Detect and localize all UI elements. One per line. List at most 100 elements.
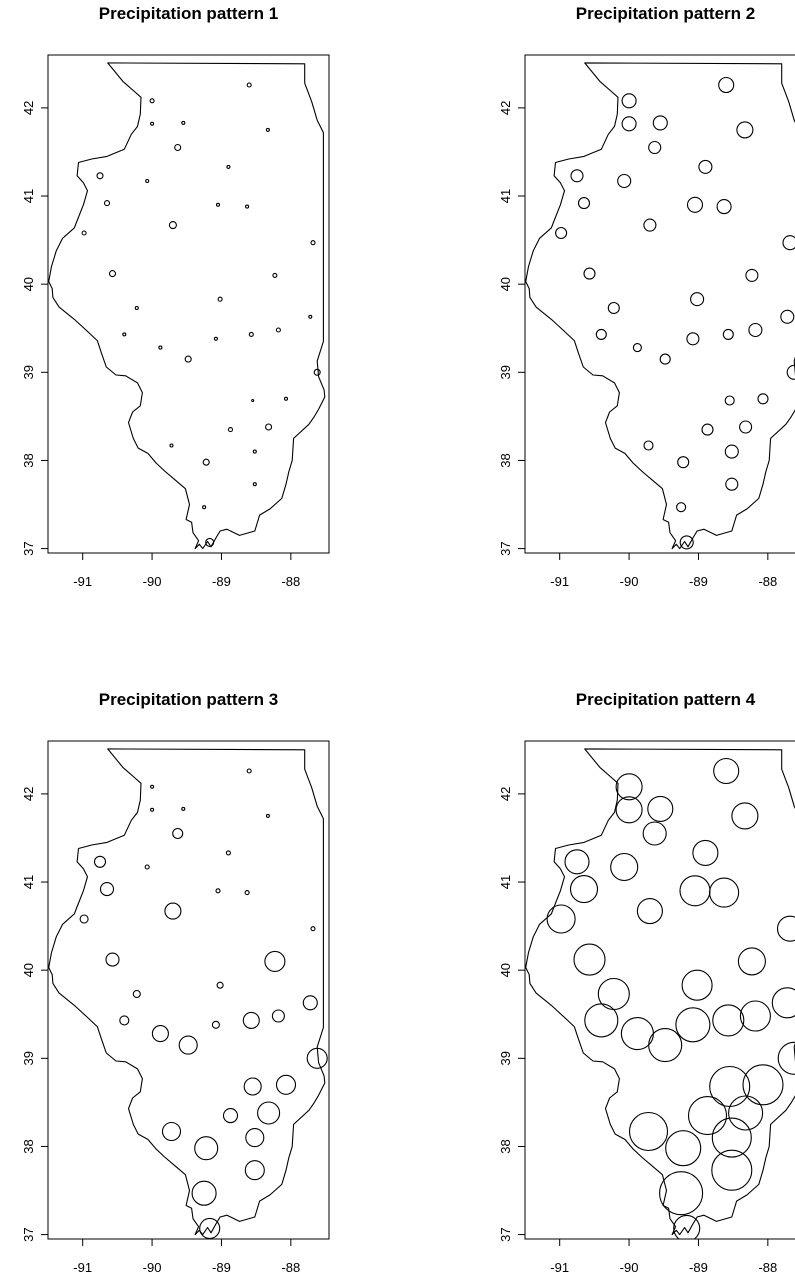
station-circle bbox=[615, 796, 643, 824]
x-tick-label: -89 bbox=[212, 1260, 231, 1275]
station-circle bbox=[161, 1121, 182, 1142]
station-circle bbox=[172, 827, 184, 840]
panel-title: Precipitation pattern 2 bbox=[576, 4, 755, 23]
station-circle bbox=[570, 169, 584, 183]
station-circle bbox=[675, 1007, 711, 1043]
x-tick-label: -91 bbox=[550, 574, 569, 589]
y-tick-label: 37 bbox=[498, 1227, 513, 1241]
station-circle bbox=[679, 875, 711, 907]
station-circle bbox=[79, 914, 89, 924]
x-tick-label: -91 bbox=[73, 574, 92, 589]
station-circle bbox=[546, 904, 576, 934]
panel-title: Precipitation pattern 1 bbox=[99, 4, 278, 23]
station-circle bbox=[690, 292, 705, 307]
station-circle bbox=[659, 1171, 704, 1216]
station-circle bbox=[777, 1041, 795, 1075]
station-circle bbox=[564, 849, 590, 875]
station-circle bbox=[643, 440, 654, 451]
plot-area bbox=[48, 62, 326, 550]
station-circle bbox=[151, 1025, 169, 1043]
station-circle bbox=[306, 1047, 328, 1069]
station-circle bbox=[648, 1028, 683, 1063]
panel-title: Precipitation pattern 4 bbox=[576, 690, 756, 709]
station-circle bbox=[119, 1015, 130, 1026]
station-circle bbox=[213, 336, 218, 341]
y-tick-label: 38 bbox=[21, 453, 36, 467]
station-circle bbox=[642, 821, 667, 846]
station-circle bbox=[786, 364, 795, 380]
station-circle bbox=[569, 875, 599, 904]
station-circle bbox=[271, 1009, 285, 1023]
y-tick-label: 42 bbox=[498, 101, 513, 115]
station-circle bbox=[652, 115, 668, 131]
station-circle bbox=[573, 943, 606, 976]
station-circle bbox=[647, 795, 674, 822]
station-circle bbox=[739, 420, 753, 434]
station-circle bbox=[246, 768, 252, 774]
state-outline bbox=[48, 748, 326, 1236]
station-circle bbox=[725, 477, 739, 491]
station-circle bbox=[709, 877, 740, 908]
station-circle bbox=[610, 852, 639, 882]
station-circle bbox=[265, 423, 273, 431]
station-circle bbox=[217, 296, 223, 302]
y-tick-label: 38 bbox=[498, 453, 513, 467]
station-circle bbox=[677, 456, 690, 469]
plot-frame bbox=[524, 740, 795, 1240]
y-tick-label: 39 bbox=[498, 365, 513, 379]
state-outline bbox=[48, 62, 326, 550]
y-tick-label: 39 bbox=[498, 1051, 513, 1065]
station-circle bbox=[757, 393, 769, 405]
station-circle bbox=[272, 272, 278, 278]
y-tick-label: 38 bbox=[498, 1139, 513, 1153]
station-circle bbox=[216, 981, 224, 989]
station-circle bbox=[709, 1065, 751, 1108]
station-circle bbox=[679, 535, 694, 550]
plot-area bbox=[48, 748, 328, 1239]
station-circle bbox=[283, 396, 289, 401]
station-circle bbox=[242, 1011, 260, 1029]
station-circle bbox=[145, 178, 150, 184]
station-circle bbox=[621, 116, 637, 132]
station-circle bbox=[692, 839, 719, 866]
y-tick-label: 41 bbox=[498, 875, 513, 889]
station-circle bbox=[739, 1000, 771, 1032]
y-tick-label: 42 bbox=[21, 787, 36, 801]
station-circle bbox=[150, 807, 155, 812]
station-circle bbox=[243, 1077, 262, 1096]
station-circle bbox=[665, 1130, 702, 1167]
x-tick-label: -88 bbox=[758, 574, 777, 589]
station-circle bbox=[771, 987, 795, 1019]
station-circle bbox=[246, 82, 252, 88]
station-circle bbox=[194, 1136, 219, 1161]
station-circle bbox=[713, 757, 740, 785]
station-circle bbox=[150, 784, 155, 789]
station-circle bbox=[108, 270, 117, 278]
y-tick-label: 37 bbox=[21, 1227, 36, 1241]
y-tick-label: 39 bbox=[21, 1051, 36, 1065]
panel-2: Precipitation pattern 2 -91 -90 -89 -88 37 38 3… bbox=[498, 4, 795, 589]
station-circle bbox=[595, 328, 607, 340]
station-circle bbox=[310, 926, 316, 932]
station-circle bbox=[617, 173, 632, 189]
x-tick-label: -91 bbox=[550, 1260, 569, 1275]
station-circle bbox=[168, 221, 177, 230]
station-circle bbox=[227, 427, 234, 433]
station-circle bbox=[628, 1111, 669, 1152]
station-circle bbox=[648, 140, 662, 155]
plot-area bbox=[525, 748, 795, 1239]
station-circle bbox=[621, 93, 637, 109]
y-tick-label: 40 bbox=[21, 963, 36, 977]
station-circle bbox=[780, 309, 795, 324]
station-circle bbox=[103, 200, 111, 207]
station-circle bbox=[736, 121, 754, 139]
station-circle bbox=[248, 331, 254, 337]
y-tick-label: 41 bbox=[21, 189, 36, 203]
station-circle bbox=[686, 332, 700, 346]
station-circle bbox=[632, 343, 642, 353]
station-circle bbox=[687, 1096, 728, 1136]
station-circle bbox=[265, 813, 270, 818]
station-circle bbox=[132, 989, 141, 999]
station-circle bbox=[181, 120, 186, 125]
station-circle bbox=[226, 164, 231, 169]
